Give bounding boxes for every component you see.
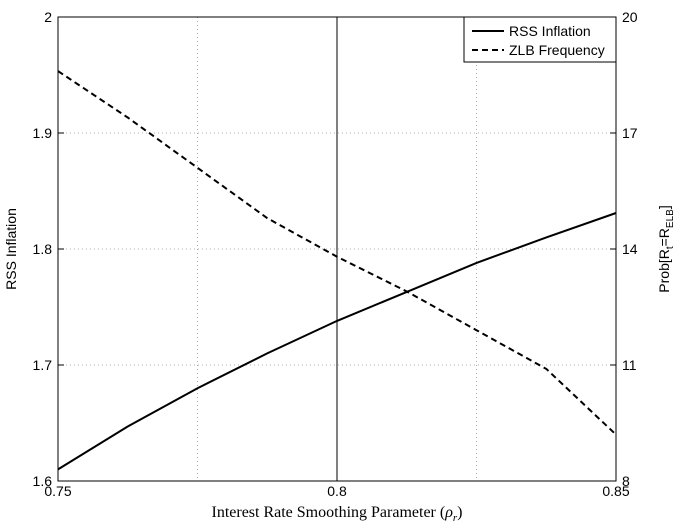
x-tick-label: 0.8	[327, 483, 347, 499]
legend-label-zlb: ZLB Frequency	[509, 42, 605, 58]
y-right-tick-label: 11	[622, 357, 637, 373]
y-left-tick-label: 1.6	[33, 473, 53, 489]
x-tick-label: 0.85	[602, 483, 629, 499]
x-axis-label: Interest Rate Smoothing Parameter (ρr)	[211, 504, 462, 524]
legend: RSS Inflation ZLB Frequency	[463, 16, 617, 63]
series-group	[57, 70, 617, 471]
legend-box	[463, 16, 617, 63]
y-right-tick-label: 20	[622, 9, 638, 25]
y-right-tick-label: 17	[622, 125, 638, 141]
series-line-rss-inflation	[57, 212, 617, 471]
x-tick-label: 0.75	[44, 483, 71, 499]
legend-label-rss: RSS Inflation	[509, 23, 591, 39]
ticks: 0.75 0.8 0.85 1.6 1.7 1.8 1.9 2 8 11 14 17 20	[33, 9, 638, 499]
series-line-zlb-frequency	[57, 70, 617, 436]
y-left-tick-label: 1.8	[33, 241, 53, 257]
y-left-tick-label: 1.9	[33, 125, 53, 141]
y-left-tick-label: 1.7	[33, 357, 53, 373]
y-axis-left-label: RSS Inflation	[3, 208, 19, 290]
y-right-tick-label: 8	[622, 473, 630, 489]
y-left-tick-label: 2	[44, 9, 52, 25]
y-right-tick-label: 14	[622, 241, 638, 257]
